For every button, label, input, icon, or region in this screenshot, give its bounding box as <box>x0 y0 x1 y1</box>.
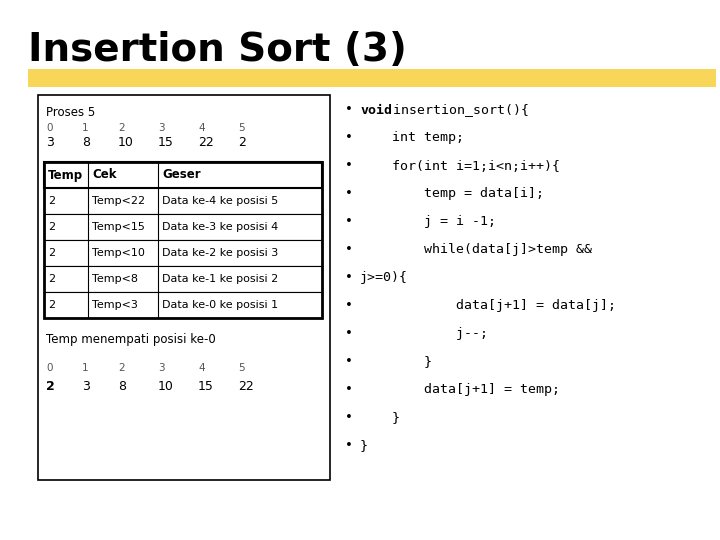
Text: Geser: Geser <box>162 168 201 181</box>
Text: Temp<8: Temp<8 <box>92 274 138 284</box>
Bar <box>44 292 322 318</box>
Text: 3: 3 <box>158 123 165 133</box>
Text: 4: 4 <box>198 363 204 373</box>
Text: Cek: Cek <box>92 168 117 181</box>
Text: 22: 22 <box>238 380 253 393</box>
Text: temp = data[i];: temp = data[i]; <box>360 187 544 200</box>
Text: 1: 1 <box>82 363 89 373</box>
Text: 2: 2 <box>48 274 55 284</box>
Text: 2: 2 <box>48 196 55 206</box>
Text: Data ke-1 ke posisi 2: Data ke-1 ke posisi 2 <box>162 274 278 284</box>
Text: 2: 2 <box>118 363 125 373</box>
Text: 22: 22 <box>198 137 214 150</box>
Bar <box>44 162 322 188</box>
Text: data[j+1] = data[j];: data[j+1] = data[j]; <box>360 300 616 313</box>
Text: 3: 3 <box>82 380 90 393</box>
Text: 10: 10 <box>158 380 174 393</box>
Text: Temp<3: Temp<3 <box>92 300 138 310</box>
Text: }: } <box>360 355 432 368</box>
Text: 3: 3 <box>158 363 165 373</box>
Text: for(int i=1;i<n;i++){: for(int i=1;i<n;i++){ <box>360 159 560 172</box>
Bar <box>44 162 322 318</box>
Bar <box>44 266 322 292</box>
Text: Data ke-3 ke posisi 4: Data ke-3 ke posisi 4 <box>162 222 278 232</box>
Text: 2: 2 <box>238 137 246 150</box>
Text: Temp: Temp <box>48 168 83 181</box>
Text: •: • <box>345 104 353 117</box>
Bar <box>38 95 330 480</box>
Text: •: • <box>345 272 353 285</box>
Text: •: • <box>345 440 353 453</box>
Text: Proses 5: Proses 5 <box>46 106 95 119</box>
Text: 2: 2 <box>48 300 55 310</box>
Text: }: } <box>360 440 368 453</box>
Text: j>=0){: j>=0){ <box>360 272 408 285</box>
Text: j--;: j--; <box>360 327 488 341</box>
Text: 3: 3 <box>46 137 54 150</box>
Text: Temp<15: Temp<15 <box>92 222 145 232</box>
Text: int temp;: int temp; <box>360 132 464 145</box>
Text: Temp menempati posisi ke-0: Temp menempati posisi ke-0 <box>46 334 216 347</box>
Text: Data ke-4 ke posisi 5: Data ke-4 ke posisi 5 <box>162 196 278 206</box>
Bar <box>28 69 716 87</box>
Text: •: • <box>345 383 353 396</box>
Text: j = i -1;: j = i -1; <box>360 215 496 228</box>
Text: 0: 0 <box>46 123 53 133</box>
Text: •: • <box>345 355 353 368</box>
Text: •: • <box>345 215 353 228</box>
Text: 10: 10 <box>118 137 134 150</box>
Text: •: • <box>345 132 353 145</box>
Text: Data ke-0 ke posisi 1: Data ke-0 ke posisi 1 <box>162 300 278 310</box>
Text: Data ke-2 ke posisi 3: Data ke-2 ke posisi 3 <box>162 248 278 258</box>
Text: 0: 0 <box>46 363 53 373</box>
Text: 2: 2 <box>48 222 55 232</box>
Text: •: • <box>345 411 353 424</box>
Text: •: • <box>345 187 353 200</box>
Text: 5: 5 <box>238 123 245 133</box>
Text: •: • <box>345 300 353 313</box>
Text: 4: 4 <box>198 123 204 133</box>
Text: insertion_sort(){: insertion_sort(){ <box>385 104 529 117</box>
Bar <box>44 240 322 266</box>
Text: 2: 2 <box>48 248 55 258</box>
Text: •: • <box>345 159 353 172</box>
Text: •: • <box>345 327 353 341</box>
Text: 2: 2 <box>118 123 125 133</box>
Text: 8: 8 <box>118 380 126 393</box>
Text: Temp<10: Temp<10 <box>92 248 145 258</box>
Text: data[j+1] = temp;: data[j+1] = temp; <box>360 383 560 396</box>
Text: 15: 15 <box>198 380 214 393</box>
Text: 5: 5 <box>238 363 245 373</box>
Text: void: void <box>360 104 392 117</box>
Text: }: } <box>360 411 400 424</box>
Bar <box>44 214 322 240</box>
Text: while(data[j]>temp &&: while(data[j]>temp && <box>360 244 592 256</box>
Text: 1: 1 <box>82 123 89 133</box>
Text: •: • <box>345 244 353 256</box>
Text: 2: 2 <box>46 380 55 393</box>
Text: 15: 15 <box>158 137 174 150</box>
Text: 8: 8 <box>82 137 90 150</box>
Text: Temp<22: Temp<22 <box>92 196 145 206</box>
Text: Insertion Sort (3): Insertion Sort (3) <box>28 31 407 69</box>
Bar <box>44 188 322 214</box>
